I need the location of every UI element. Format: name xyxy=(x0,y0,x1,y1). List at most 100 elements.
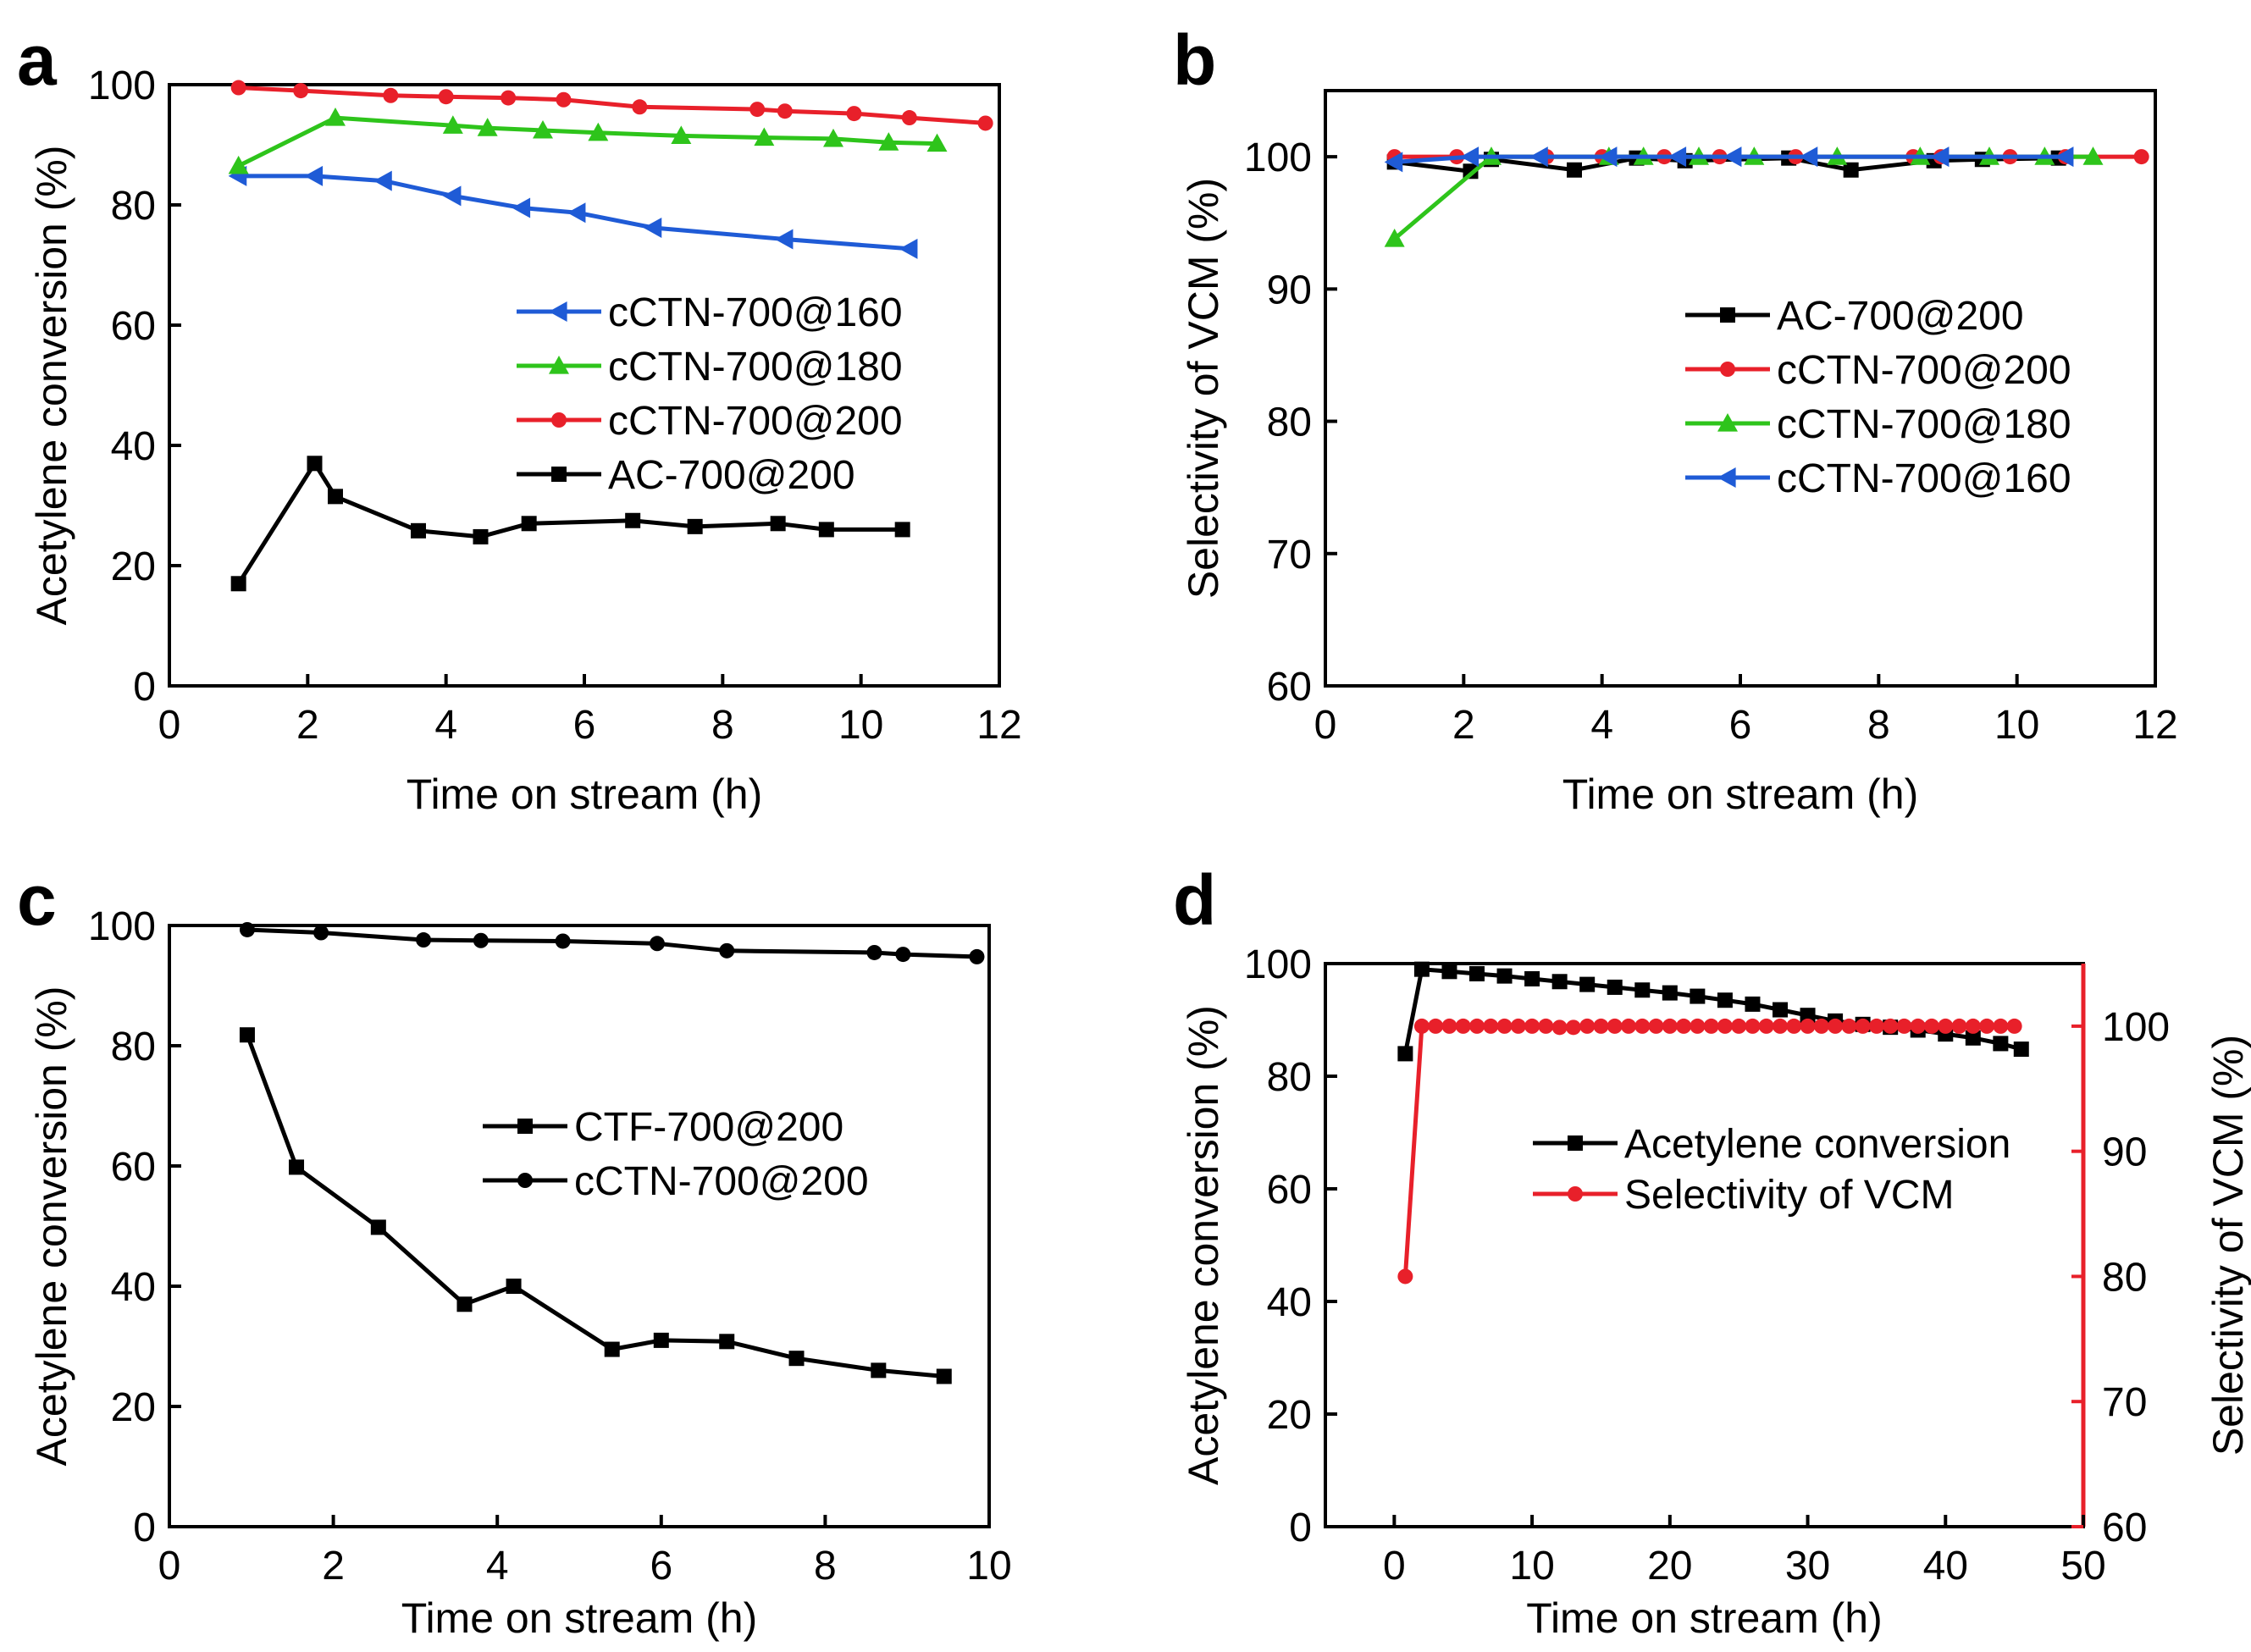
legend-label: AC-700@200 xyxy=(1777,294,2024,339)
panel-letter: c xyxy=(17,860,57,940)
data-point-acetylene-conversion xyxy=(1397,1046,1413,1062)
data-point-selectivity-of-vcm xyxy=(1993,1018,2009,1034)
x-tick-label: 12 xyxy=(976,703,1021,748)
data-point-acetylene-conversion xyxy=(1579,976,1596,992)
data-point-cctn-700-200 xyxy=(777,103,793,119)
x-axis-label: Time on stream (h) xyxy=(1562,771,1918,818)
data-point-acetylene-conversion xyxy=(1717,992,1733,1008)
data-point-selectivity-of-vcm xyxy=(1965,1018,1981,1034)
data-point-selectivity-of-vcm xyxy=(1607,1018,1623,1034)
data-point-selectivity-of-vcm xyxy=(1896,1018,1912,1034)
data-point-cctn-700-160 xyxy=(1668,146,1687,168)
data-point-ac-700-200 xyxy=(230,576,246,592)
x-tick-label: 10 xyxy=(1509,1544,1554,1588)
data-point-acetylene-conversion xyxy=(1800,1008,1816,1024)
series-ctf-700-200 xyxy=(239,1027,952,1384)
legend-marker xyxy=(551,412,567,428)
data-point-selectivity-of-vcm xyxy=(1676,1018,1692,1034)
data-point-cctn-700-200 xyxy=(313,925,329,941)
series-line-cctn-700-200 xyxy=(238,86,986,125)
legend-label: cCTN-700@200 xyxy=(574,1159,869,1204)
data-point-cctn-700-180 xyxy=(823,128,843,147)
data-point-selectivity-of-vcm xyxy=(1397,1268,1413,1285)
data-point-cctn-700-160 xyxy=(1529,146,1548,168)
y-tick-label: 80 xyxy=(1267,401,1312,445)
data-point-cctn-700-180 xyxy=(442,115,463,134)
x-tick-label: 10 xyxy=(838,703,883,748)
y-tick-label: 80 xyxy=(111,184,156,229)
data-point-acetylene-conversion xyxy=(2013,1041,2029,1058)
legend-marker xyxy=(549,301,567,322)
data-point-ctf-700-200 xyxy=(506,1279,522,1294)
data-point-selectivity-of-vcm xyxy=(1828,1018,1844,1034)
y-tick-label: 100 xyxy=(1244,942,1312,987)
data-point-ac-700-200 xyxy=(894,522,910,538)
series-cctn-700-160 xyxy=(228,165,918,259)
data-point-cctn-700-160 xyxy=(1460,146,1479,168)
panel-letter: b xyxy=(1173,20,1216,100)
data-point-selectivity-of-vcm xyxy=(1455,1018,1471,1034)
y-tick-label: 100 xyxy=(1244,135,1312,180)
legend-marker xyxy=(1717,467,1736,488)
legend-marker xyxy=(1720,307,1735,323)
x-tick-label: 40 xyxy=(1923,1544,1968,1588)
data-point-acetylene-conversion xyxy=(1634,982,1651,998)
x-tick-label: 2 xyxy=(322,1544,345,1588)
y-tick-label: 0 xyxy=(1289,1506,1312,1550)
panel-letter: a xyxy=(17,20,58,100)
panel-b: b 0 2 4 6 8 10 12 60 70 80 90 100 Time on stream (h) S… xyxy=(1173,20,2178,818)
y-tick-label: 60 xyxy=(1267,665,1312,710)
data-point-ctf-700-200 xyxy=(456,1296,473,1312)
series-cctn-700-180 xyxy=(1384,146,2104,247)
y-tick-label: 70 xyxy=(1267,533,1312,577)
data-point-selectivity-of-vcm xyxy=(1441,1018,1457,1034)
data-point-selectivity-of-vcm xyxy=(1855,1018,1871,1034)
x-tick-label: 8 xyxy=(814,1544,837,1588)
data-point-selectivity-of-vcm xyxy=(1951,1018,1967,1034)
data-point-ac-700-200 xyxy=(328,489,343,505)
legend-marker xyxy=(1568,1135,1583,1151)
x-tick-label: 6 xyxy=(573,703,596,748)
data-point-selectivity-of-vcm xyxy=(1469,1018,1485,1034)
data-point-cctn-700-160 xyxy=(1598,146,1618,168)
data-point-ac-700-200 xyxy=(411,522,426,539)
data-point-selectivity-of-vcm xyxy=(1690,1018,1706,1034)
data-point-selectivity-of-vcm xyxy=(1868,1018,1884,1034)
series-cctn-700-200 xyxy=(239,921,985,964)
data-point-cctn-700-160 xyxy=(373,170,392,191)
y-right-tick-label: 70 xyxy=(2102,1380,2147,1425)
x-tick-label: 20 xyxy=(1647,1544,1692,1588)
data-point-ac-700-200 xyxy=(687,518,703,534)
data-point-selectivity-of-vcm xyxy=(1496,1018,1513,1034)
y-axis-label: Acetylene conversion (%) xyxy=(28,986,75,1467)
series-acetylene-conversion xyxy=(1397,961,2029,1062)
y-tick-label: 0 xyxy=(133,665,156,710)
data-point-selectivity-of-vcm xyxy=(1483,1018,1499,1034)
legend-label: Acetylene conversion xyxy=(1624,1122,2010,1167)
y-tick-label: 60 xyxy=(1267,1168,1312,1213)
data-point-selectivity-of-vcm xyxy=(1938,1018,1954,1034)
y-tick-label: 40 xyxy=(111,424,156,469)
data-point-cctn-700-180 xyxy=(754,127,775,146)
legend-marker xyxy=(1717,413,1738,432)
legend-marker xyxy=(1568,1186,1583,1202)
y-right-tick-label: 90 xyxy=(2102,1130,2147,1175)
legend-label: cCTN-700@160 xyxy=(608,290,903,335)
x-tick-label: 2 xyxy=(1452,703,1475,748)
y-right-tick-label: 100 xyxy=(2102,1005,2170,1050)
data-point-acetylene-conversion xyxy=(1607,979,1623,995)
data-point-cctn-700-200 xyxy=(719,942,735,959)
data-point-selectivity-of-vcm xyxy=(1841,1018,1857,1034)
data-point-selectivity-of-vcm xyxy=(1510,1018,1526,1034)
data-point-cctn-700-200 xyxy=(866,944,882,960)
data-point-acetylene-conversion xyxy=(1745,996,1761,1012)
data-point-acetylene-conversion xyxy=(1993,1036,2009,1052)
data-point-selectivity-of-vcm xyxy=(1758,1018,1774,1034)
data-point-cctn-700-180 xyxy=(477,118,498,136)
data-point-ac-700-200 xyxy=(473,528,489,544)
data-point-cctn-700-200 xyxy=(632,99,648,115)
series-cctn-700-160 xyxy=(1384,146,2074,173)
legend-marker xyxy=(551,467,567,482)
data-point-cctn-700-180 xyxy=(228,155,249,174)
data-point-selectivity-of-vcm xyxy=(1910,1018,1926,1034)
